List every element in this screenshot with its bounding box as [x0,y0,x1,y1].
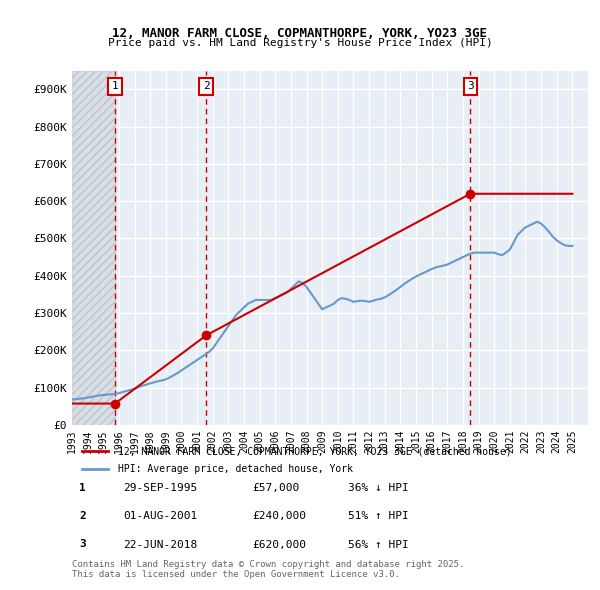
Text: 2: 2 [79,511,86,521]
Text: 22-JUN-2018: 22-JUN-2018 [123,540,197,549]
Text: 36% ↓ HPI: 36% ↓ HPI [348,483,409,493]
Text: 29-SEP-1995: 29-SEP-1995 [123,483,197,493]
Text: 3: 3 [79,539,86,549]
Text: 12, MANOR FARM CLOSE, COPMANTHORPE, YORK, YO23 3GE: 12, MANOR FARM CLOSE, COPMANTHORPE, YORK… [113,27,487,40]
Text: £57,000: £57,000 [252,483,299,493]
Text: £620,000: £620,000 [252,540,306,549]
Text: 51% ↑ HPI: 51% ↑ HPI [348,512,409,521]
Text: Price paid vs. HM Land Registry's House Price Index (HPI): Price paid vs. HM Land Registry's House … [107,38,493,48]
Text: 3: 3 [467,81,473,91]
Text: 56% ↑ HPI: 56% ↑ HPI [348,540,409,549]
Bar [72,71,115,425]
Text: 12, MANOR FARM CLOSE, COPMANTHORPE, YORK, YO23 3GE (detached house): 12, MANOR FARM CLOSE, COPMANTHORPE, YORK… [118,446,512,456]
Text: 1: 1 [112,81,118,91]
Text: 1: 1 [79,483,86,493]
Text: Contains HM Land Registry data © Crown copyright and database right 2025.
This d: Contains HM Land Registry data © Crown c… [72,560,464,579]
Text: £240,000: £240,000 [252,512,306,521]
Text: HPI: Average price, detached house, York: HPI: Average price, detached house, York [118,464,353,474]
Text: 2: 2 [203,81,209,91]
Text: 01-AUG-2001: 01-AUG-2001 [123,512,197,521]
